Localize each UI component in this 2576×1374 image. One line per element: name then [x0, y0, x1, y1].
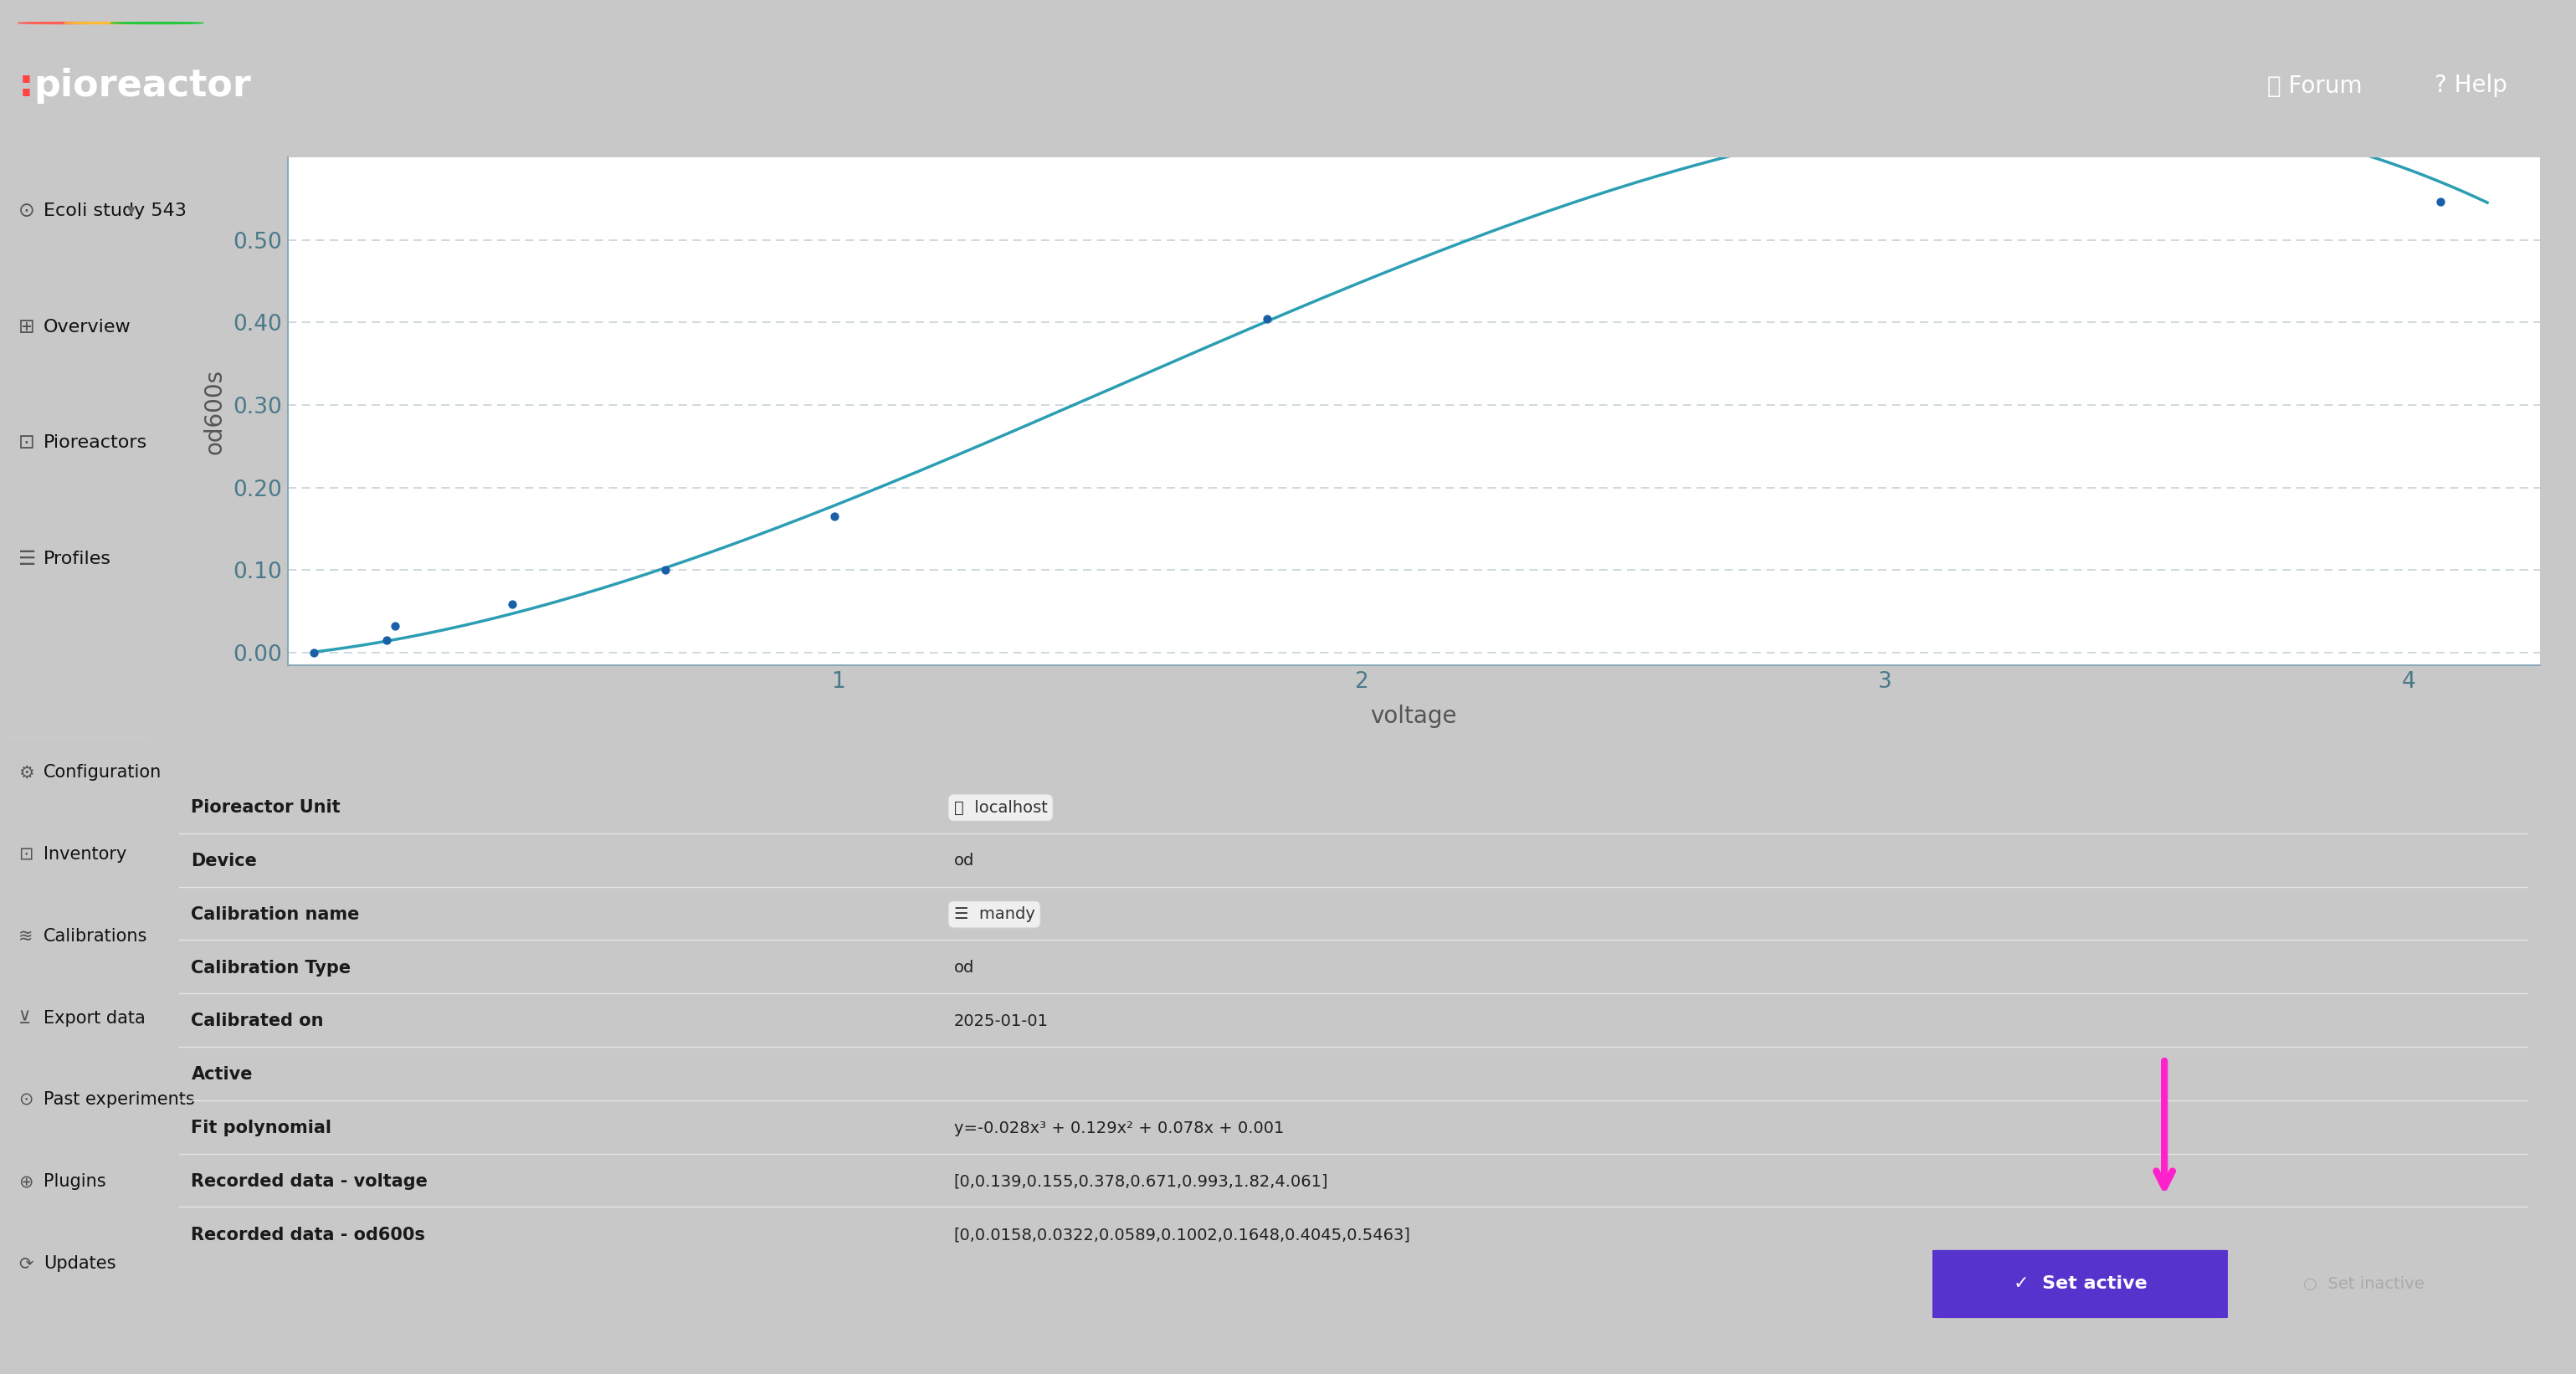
Text: Export data: Export data: [44, 1010, 144, 1026]
Text: Recorded data - od600s: Recorded data - od600s: [191, 1227, 425, 1243]
Text: ▾: ▾: [126, 203, 134, 218]
Circle shape: [111, 22, 204, 23]
Text: ⊡: ⊡: [18, 433, 36, 453]
Text: :: :: [18, 67, 33, 104]
Text: ⊻: ⊻: [18, 1010, 31, 1026]
Text: [0,0.139,0.155,0.378,0.671,0.993,1.82,4.061]: [0,0.139,0.155,0.378,0.671,0.993,1.82,4.…: [953, 1173, 1329, 1190]
Text: ⧗ Forum: ⧗ Forum: [2267, 74, 2362, 98]
Point: [644, 559, 685, 581]
Text: Calibrations: Calibrations: [44, 927, 147, 945]
Text: ≋: ≋: [18, 927, 33, 945]
Text: Profiles: Profiles: [44, 551, 111, 567]
Circle shape: [64, 22, 157, 23]
Text: Fit polynomial: Fit polynomial: [191, 1120, 332, 1136]
Text: Pioreactors: Pioreactors: [44, 434, 147, 451]
Text: ○  Set inactive: ○ Set inactive: [2303, 1276, 2424, 1292]
Text: Device: Device: [191, 853, 258, 870]
Text: ✓  Set active: ✓ Set active: [2014, 1275, 2146, 1293]
Text: [0,0.0158,0.0322,0.0589,0.1002,0.1648,0.4045,0.5463]: [0,0.0158,0.0322,0.0589,0.1002,0.1648,0.…: [953, 1227, 1412, 1243]
Text: Calibrated on: Calibrated on: [191, 1013, 325, 1029]
Point: [492, 594, 533, 616]
Text: ? Help: ? Help: [2434, 74, 2506, 98]
Text: ☰  mandy: ☰ mandy: [953, 907, 1036, 922]
Text: ⚙: ⚙: [18, 764, 33, 780]
Point: [1247, 308, 1288, 330]
Text: Past experiments: Past experiments: [44, 1091, 196, 1109]
Text: Recorded data - voltage: Recorded data - voltage: [191, 1173, 428, 1190]
Text: ⊞: ⊞: [18, 317, 36, 337]
Text: y=-0.028x³ + 0.129x² + 0.078x + 0.001: y=-0.028x³ + 0.129x² + 0.078x + 0.001: [953, 1120, 1283, 1136]
Text: od: od: [953, 853, 974, 868]
Text: ⊕: ⊕: [18, 1173, 33, 1190]
Text: Active: Active: [191, 1066, 252, 1083]
Text: 2025-01-01: 2025-01-01: [953, 1013, 1048, 1029]
FancyBboxPatch shape: [1924, 1250, 2236, 1318]
Point: [2419, 191, 2460, 213]
Y-axis label: od600s: od600s: [204, 368, 227, 453]
Text: ⊙: ⊙: [18, 1091, 33, 1109]
Text: ⟳: ⟳: [18, 1254, 33, 1272]
Point: [366, 629, 407, 651]
Text: ⊙: ⊙: [18, 201, 36, 221]
Text: ☰: ☰: [18, 550, 36, 569]
Text: ⊡: ⊡: [18, 846, 33, 863]
Text: od: od: [953, 960, 974, 976]
X-axis label: voltage: voltage: [1370, 705, 1458, 728]
Text: pioreactor: pioreactor: [33, 67, 250, 104]
Text: Inventory: Inventory: [44, 846, 126, 863]
Text: Configuration: Configuration: [44, 764, 162, 780]
Text: Calibration name: Calibration name: [191, 905, 361, 923]
Text: Plugins: Plugins: [44, 1173, 106, 1190]
Text: Ecoli study 543: Ecoli study 543: [44, 202, 185, 220]
Text: 🖥  localhost: 🖥 localhost: [953, 800, 1048, 816]
Text: Overview: Overview: [44, 319, 131, 335]
Point: [814, 506, 855, 528]
Text: Calibration Type: Calibration Type: [191, 959, 350, 976]
Circle shape: [18, 22, 111, 23]
Text: Updates: Updates: [44, 1254, 116, 1272]
Point: [374, 616, 415, 638]
Text: Pioreactor Unit: Pioreactor Unit: [191, 800, 340, 816]
Point: [294, 642, 335, 664]
